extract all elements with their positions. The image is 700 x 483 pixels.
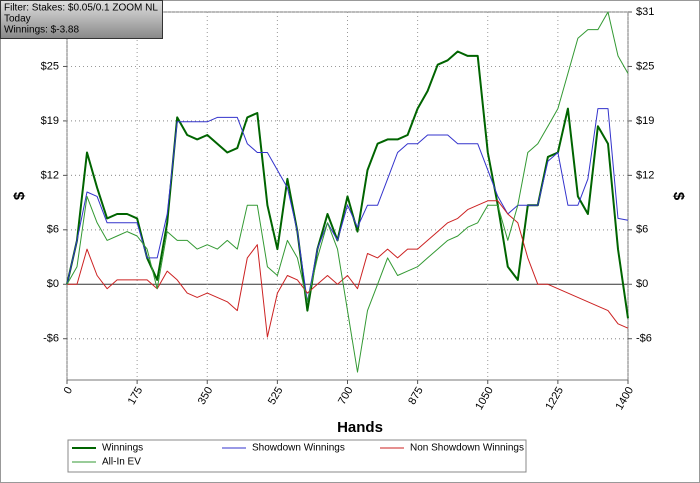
y2-tick-label: $19	[636, 115, 654, 127]
series-line	[66, 11, 629, 373]
y-tick-label: $0	[47, 278, 59, 290]
y-tick-label: $6	[47, 224, 59, 236]
filter-box	[0, 0, 163, 39]
legend-label: Winnings	[102, 443, 143, 454]
y2-tick-label: $12	[636, 169, 654, 181]
series-line	[67, 200, 629, 338]
legend	[67, 439, 527, 473]
legend-label: Showdown Winnings	[252, 443, 345, 454]
y2-axis-title: $	[670, 192, 687, 201]
y2-tick-label: $31	[636, 6, 654, 18]
y2-tick-label: -$6	[636, 333, 652, 345]
y-tick-label: -$6	[43, 333, 59, 345]
x-tick-label: 0	[62, 385, 75, 396]
legend-label: Non Showdown Winnings	[410, 443, 524, 454]
y-axis-title: $	[11, 191, 28, 200]
y-tick-label: $12	[41, 169, 59, 181]
y2-tick-label: $6	[636, 224, 648, 236]
y2-tick-label: $25	[636, 60, 654, 72]
legend-label: All-In EV	[102, 457, 141, 468]
y-tick-label: $19	[41, 115, 59, 127]
filter-text: Today	[4, 14, 31, 25]
series-line	[66, 108, 629, 303]
x-axis-title: Hands	[337, 419, 383, 436]
filter-text: Filter: Stakes: $0.05/0.1 ZOOM NL	[4, 3, 158, 14]
y-tick-label: $25	[41, 60, 59, 72]
y2-tick-label: $0	[636, 278, 648, 290]
filter-text: Winnings: $-3.88	[4, 25, 79, 36]
